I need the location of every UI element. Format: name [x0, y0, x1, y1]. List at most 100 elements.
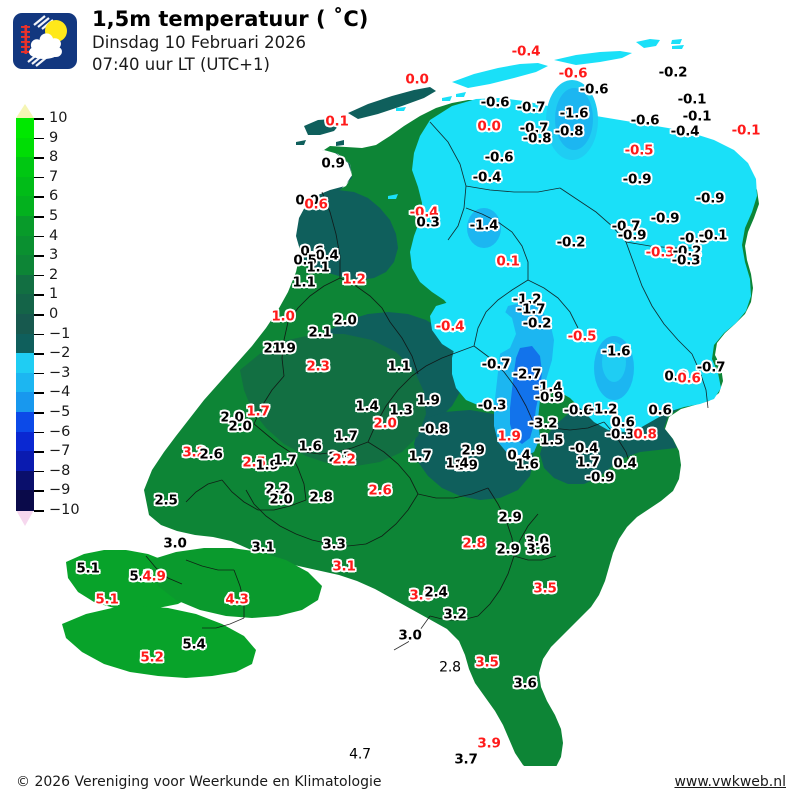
colorbar-tick-9 — [34, 137, 44, 140]
station-temperature-label: -0.5 — [567, 328, 597, 345]
administrative-boundaries — [145, 121, 709, 651]
station-temperature-label: 2.4 — [424, 584, 448, 601]
station-temperature-label: 5.4 — [182, 636, 206, 653]
colorbar-segment--1 — [16, 333, 34, 354]
station-temperature-label: 0.0 — [405, 71, 429, 88]
station-temperature-label: 2.0 — [333, 312, 357, 329]
colorbar-label-7: 7 — [49, 168, 59, 185]
contour-band-0to1-nh — [288, 190, 398, 280]
colorbar-tick-6 — [34, 196, 44, 198]
colorbar-tick-3 — [34, 255, 44, 257]
date-label: Dinsdag 10 Februari 2026 — [92, 33, 307, 52]
island-small-3 — [442, 96, 452, 101]
colorbar-label--4: −4 — [49, 384, 71, 401]
vwk-logo — [13, 13, 77, 69]
station-temperature-label: 1.4 — [445, 455, 469, 472]
station-temperature-label: -0.3 — [477, 397, 507, 414]
station-temperature-label: -0.6 — [480, 94, 510, 111]
station-temperature-label: 0.1 — [325, 113, 349, 130]
station-temperature-label: 4.9 — [142, 568, 166, 585]
colorbar-tick--8 — [34, 470, 44, 473]
station-temperature-label: 1.2 — [342, 271, 366, 288]
station-temperature-label: -1.2 — [512, 291, 542, 308]
colorbar-segment-3 — [16, 255, 34, 276]
station-temperature-label: 4.3 — [225, 591, 249, 608]
colorbar-segment--8 — [16, 470, 34, 491]
station-temperature-label: 5.2 — [129, 568, 153, 585]
station-temperature-label: 1.7 — [273, 452, 297, 469]
station-temperature-label: -0.8 — [522, 130, 552, 147]
island-small-7 — [388, 194, 398, 199]
colorbar-tick--6 — [34, 431, 44, 434]
station-temperature-label: 1.9 — [255, 457, 279, 474]
colorbar-tick--10 — [34, 510, 44, 512]
island-small-2 — [336, 140, 344, 146]
island-ameland — [554, 51, 632, 65]
island-texel — [304, 119, 340, 135]
colorbar-label--9: −9 — [49, 482, 71, 499]
station-temperature-label: 2.3 — [306, 358, 330, 375]
station-temperature-label: -0.1 — [677, 91, 707, 108]
colorbar-tick--4 — [34, 392, 44, 394]
station-temperature-label: 2.0 — [269, 491, 293, 508]
island-small-4 — [456, 92, 466, 97]
station-temperature-label: -0.1 — [731, 122, 761, 139]
colorbar-segment--5 — [16, 412, 34, 433]
station-temperature-label: 0.0 — [664, 368, 688, 385]
colorbar-segment-7 — [16, 176, 34, 197]
station-temperature-label: 2.5 — [154, 492, 178, 509]
station-temperature-label: 0.6 — [677, 370, 701, 387]
colorbar-segment--3 — [16, 372, 34, 393]
station-temperature-label: -0.8 — [554, 123, 584, 140]
station-temperature-label: 1.9 — [497, 428, 521, 445]
station-temperature-label: 3.1 — [251, 539, 275, 556]
station-temperature-label: -0.2 — [522, 315, 552, 332]
website-link[interactable]: www.vwkweb.nl — [674, 774, 786, 790]
colorbar-label--10: −10 — [49, 502, 80, 518]
station-temperature-label: -0.4 — [472, 169, 502, 186]
station-temperature-label: -1.5 — [534, 432, 564, 449]
station-temperature-label: -1.6 — [559, 105, 589, 122]
station-temperature-label: 0.9 — [321, 155, 345, 172]
colorbar-tick--2 — [34, 353, 44, 355]
station-temperature-label: -0.6 — [484, 149, 514, 166]
station-temperature-label: -0.3 — [645, 244, 675, 261]
colorbar-label-1: 1 — [49, 286, 59, 303]
station-temperature-label: -0.3 — [605, 426, 635, 443]
colorbar-tick-2 — [34, 274, 44, 277]
station-temperature-label: 0.8 — [633, 426, 657, 443]
colorbar-segment-6 — [16, 196, 34, 217]
colorbar-label--5: −5 — [49, 404, 71, 420]
colorbar-label-3: 3 — [49, 247, 59, 264]
station-temperature-label: -0.7 — [696, 359, 726, 376]
station-temperature-label: -1.4 — [469, 217, 499, 234]
station-temperature-label: 0.6 — [300, 243, 324, 260]
island-small-1 — [672, 45, 684, 49]
cold-cell-central-core — [510, 346, 542, 444]
station-temperature-label: 2.8 — [439, 659, 461, 676]
station-temperature-label: 1.7 — [408, 448, 432, 465]
colorbar-tick-4 — [34, 235, 44, 238]
colorbar-tick-5 — [34, 216, 44, 218]
station-temperature-label: 2.3 — [328, 449, 352, 466]
station-temperature-label: 2.8 — [309, 489, 333, 506]
station-temperature-label: 1.0 — [271, 308, 295, 325]
station-temperature-label: 2.0 — [228, 418, 252, 435]
colorbar-label-8: 8 — [49, 149, 59, 166]
station-temperature-label: -1.2 — [588, 401, 618, 418]
temperature-colorbar-legend: 10 9 8 7 6 5 4 3 2 1 0 −1 −2 −3 −4 −5 −6 −7 −8 −9 −10 — [16, 104, 80, 526]
contour-band-4to6 — [62, 548, 322, 678]
colorbar-tick--9 — [34, 490, 44, 492]
station-temperature-label: -2.7 — [512, 366, 542, 383]
colorbar-segment--9 — [16, 490, 34, 511]
island-terschelling — [452, 63, 548, 88]
colorbar-segment-10 — [16, 118, 34, 139]
station-temperature-label: 2.2 — [265, 481, 289, 498]
cold-cell-flevoland — [467, 208, 501, 248]
station-temperature-label: -0.6 — [558, 65, 588, 82]
station-temperature-label: 0.1 — [496, 253, 520, 270]
station-temperature-label: 2.0 — [220, 409, 244, 426]
station-temperature-label: -0.4 — [409, 204, 439, 221]
station-temperature-label: -1.6 — [601, 343, 631, 360]
colorbar-tick-10 — [34, 118, 44, 120]
